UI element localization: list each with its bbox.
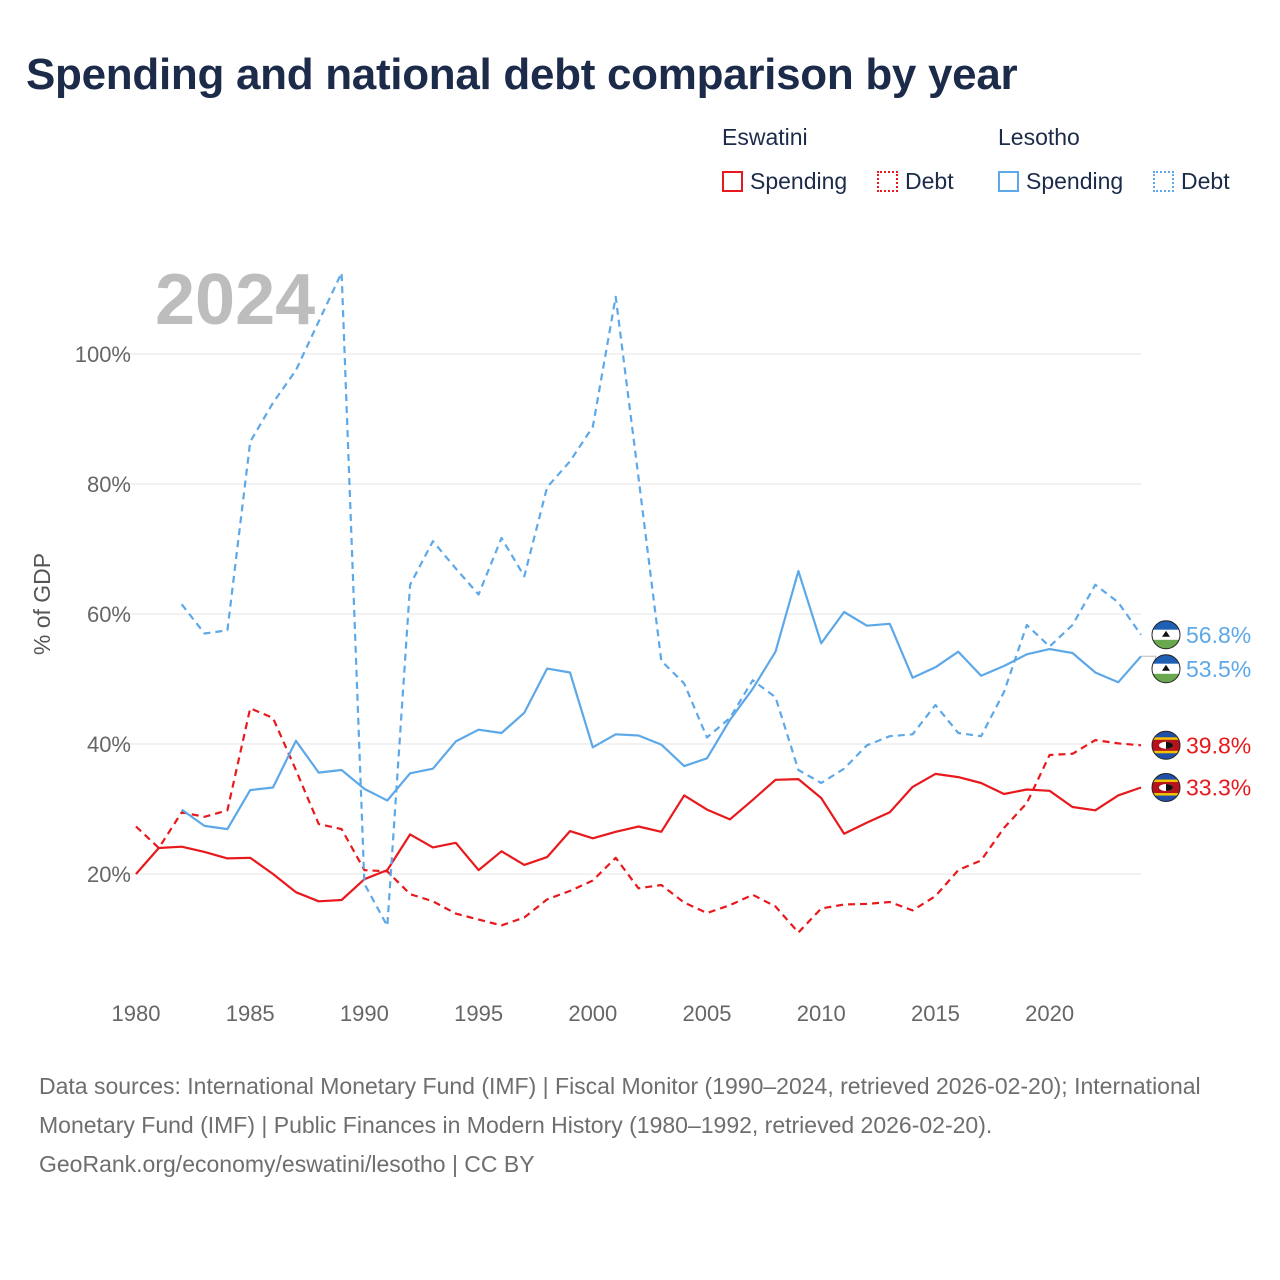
x-tick-label: 1985	[226, 1001, 275, 1026]
end-value-label: 56.8%	[1186, 622, 1251, 648]
y-tick-label: 100%	[75, 342, 131, 367]
end-value-label: 53.5%	[1186, 656, 1251, 682]
y-tick-label: 60%	[87, 602, 131, 627]
series-line-lesotho-spending[interactable]	[181, 570, 1142, 831]
y-tick-label: 20%	[87, 862, 131, 887]
series-line-lesotho-debt[interactable]	[180, 271, 1142, 928]
legend-item-eswatini-debt[interactable]: Debt	[877, 166, 954, 196]
end-value-label: 39.8%	[1186, 732, 1251, 758]
data-sources: Data sources: International Monetary Fun…	[39, 1073, 1201, 1138]
y-axis: 20% 40% 60% 80% 100%	[75, 342, 131, 887]
legend-label: Debt	[1181, 167, 1230, 194]
series-line-eswatini-debt[interactable]	[135, 707, 1142, 934]
end-label-lesotho-spending: 53.5%	[1141, 654, 1251, 684]
dotted-line-swatch-icon	[1153, 170, 1174, 192]
end-label-eswatini-spending: 33.3%	[1151, 773, 1251, 803]
eswatini-flag-icon	[1151, 773, 1181, 803]
legend-group-lesotho: Lesotho	[998, 124, 1080, 150]
end-value-label: 33.3%	[1186, 775, 1251, 801]
gridlines	[118, 353, 1141, 875]
x-tick-label: 2010	[797, 1001, 846, 1026]
solid-line-swatch-icon	[722, 170, 743, 192]
legend-label: Debt	[905, 167, 954, 194]
credit: GeoRank.org/economy/eswatini/lesotho | C…	[39, 1151, 535, 1177]
y-axis-label: % of GDP	[29, 553, 55, 655]
x-tick-label: 2005	[683, 1001, 732, 1026]
legend-label: Spending	[1026, 167, 1124, 194]
lesotho-flag-icon	[1151, 654, 1181, 684]
solid-line-swatch-icon	[998, 170, 1019, 192]
end-labels: 56.8% 53.5% 39.8% 33.3%	[1141, 620, 1251, 803]
eswatini-flag-icon	[1151, 730, 1181, 760]
x-tick-label: 2000	[568, 1001, 617, 1026]
x-tick-label: 2015	[911, 1001, 960, 1026]
legend-item-lesotho-spending[interactable]: Spending	[998, 166, 1123, 196]
dotted-line-swatch-icon	[877, 170, 898, 192]
lesotho-flag-icon	[1151, 620, 1181, 650]
legend-item-lesotho-debt[interactable]: Debt	[1153, 166, 1230, 196]
line-chart: 2024 20% 40% 60% 80% 100% 1980 1985 1990 1995 20…	[29, 260, 1251, 1026]
legend-item-eswatini-spending[interactable]: Spending	[722, 166, 847, 196]
x-tick-label: 2020	[1025, 1001, 1074, 1026]
footer: Data sources: International Monetary Fun…	[39, 1067, 1239, 1184]
chart-title: Spending and national debt comparison by…	[26, 50, 1018, 99]
x-axis: 1980 1985 1990 1995 2000 2005 2010 2015 2020	[112, 1001, 1075, 1026]
y-tick-label: 80%	[87, 472, 131, 497]
x-tick-label: 1995	[454, 1001, 503, 1026]
year-watermark: 2024	[155, 260, 315, 340]
legend-label: Spending	[750, 167, 848, 194]
series-line-eswatini-spending[interactable]	[135, 772, 1142, 903]
y-tick-label: 40%	[87, 732, 131, 757]
legend-group-eswatini: Eswatini	[722, 124, 808, 150]
x-tick-label: 1980	[112, 1001, 161, 1026]
series-lines	[135, 271, 1142, 934]
x-tick-label: 1990	[340, 1001, 389, 1026]
end-label-lesotho-debt: 56.8%	[1151, 620, 1251, 650]
end-label-eswatini-debt: 39.8%	[1151, 730, 1251, 760]
